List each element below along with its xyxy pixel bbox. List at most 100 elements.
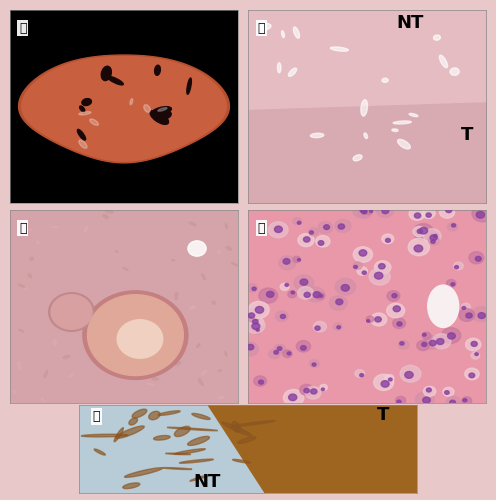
Circle shape (462, 306, 466, 310)
Ellipse shape (167, 427, 218, 431)
Circle shape (466, 338, 481, 350)
Ellipse shape (18, 362, 20, 365)
Circle shape (424, 228, 441, 243)
Circle shape (422, 332, 431, 340)
Circle shape (247, 344, 254, 350)
Ellipse shape (123, 483, 140, 488)
Circle shape (338, 224, 345, 229)
Ellipse shape (116, 426, 144, 438)
Circle shape (436, 338, 444, 344)
Circle shape (455, 266, 458, 268)
Circle shape (360, 374, 364, 377)
Circle shape (433, 334, 451, 348)
Circle shape (318, 240, 324, 245)
Circle shape (426, 213, 431, 217)
Ellipse shape (212, 301, 215, 304)
Ellipse shape (382, 78, 388, 82)
Circle shape (362, 271, 367, 274)
Circle shape (387, 304, 405, 318)
Circle shape (51, 294, 92, 330)
Circle shape (431, 240, 435, 244)
Circle shape (255, 306, 264, 313)
Circle shape (400, 366, 421, 382)
Ellipse shape (392, 129, 398, 132)
Circle shape (274, 226, 282, 232)
Ellipse shape (174, 362, 181, 365)
Text: Ⓓ: Ⓓ (257, 222, 265, 234)
Circle shape (315, 326, 320, 330)
Ellipse shape (190, 474, 210, 481)
Ellipse shape (428, 285, 459, 328)
Ellipse shape (175, 448, 205, 454)
Ellipse shape (277, 62, 281, 73)
Circle shape (337, 326, 340, 328)
Circle shape (451, 224, 456, 227)
Circle shape (381, 380, 389, 387)
Circle shape (472, 205, 493, 222)
Ellipse shape (94, 449, 105, 455)
Ellipse shape (19, 366, 21, 369)
Circle shape (312, 363, 316, 366)
Circle shape (252, 323, 260, 330)
Circle shape (469, 373, 475, 378)
Circle shape (451, 282, 455, 286)
Circle shape (259, 288, 277, 303)
Circle shape (445, 390, 449, 394)
Ellipse shape (129, 418, 137, 425)
Circle shape (293, 218, 302, 225)
Ellipse shape (103, 214, 108, 218)
Circle shape (409, 208, 425, 220)
Circle shape (335, 278, 356, 295)
Circle shape (316, 236, 330, 247)
Ellipse shape (187, 78, 191, 94)
Ellipse shape (293, 27, 300, 38)
Circle shape (475, 256, 481, 261)
Ellipse shape (158, 411, 180, 416)
Ellipse shape (155, 65, 160, 76)
Circle shape (362, 210, 367, 214)
Circle shape (424, 386, 436, 396)
Ellipse shape (146, 384, 154, 385)
Circle shape (319, 294, 323, 298)
Ellipse shape (79, 140, 87, 148)
Ellipse shape (225, 224, 227, 228)
Circle shape (393, 318, 406, 328)
Circle shape (298, 286, 313, 299)
Ellipse shape (18, 284, 25, 288)
Circle shape (375, 317, 381, 322)
Circle shape (287, 352, 291, 355)
Circle shape (318, 222, 333, 234)
Polygon shape (18, 55, 230, 163)
Ellipse shape (187, 436, 209, 446)
Circle shape (297, 340, 310, 352)
Ellipse shape (29, 229, 32, 230)
Ellipse shape (144, 104, 150, 112)
Circle shape (244, 308, 260, 322)
Ellipse shape (61, 298, 65, 303)
Ellipse shape (233, 460, 251, 463)
Ellipse shape (175, 292, 178, 300)
Circle shape (388, 378, 392, 381)
Circle shape (431, 297, 444, 308)
Ellipse shape (231, 420, 275, 427)
Circle shape (397, 322, 402, 326)
Circle shape (274, 344, 286, 354)
Circle shape (385, 374, 394, 382)
Circle shape (310, 389, 317, 394)
Ellipse shape (158, 108, 167, 112)
Text: Ⓔ: Ⓔ (93, 410, 100, 423)
Ellipse shape (14, 390, 15, 394)
Ellipse shape (124, 468, 162, 477)
Circle shape (359, 250, 367, 256)
Ellipse shape (353, 154, 362, 161)
Ellipse shape (258, 24, 271, 30)
Text: NT: NT (396, 14, 424, 32)
Circle shape (254, 376, 266, 386)
Circle shape (427, 388, 432, 392)
Circle shape (324, 225, 329, 230)
Circle shape (373, 374, 394, 390)
Circle shape (415, 392, 434, 407)
Ellipse shape (18, 329, 24, 332)
Ellipse shape (192, 414, 210, 420)
Ellipse shape (105, 210, 113, 213)
